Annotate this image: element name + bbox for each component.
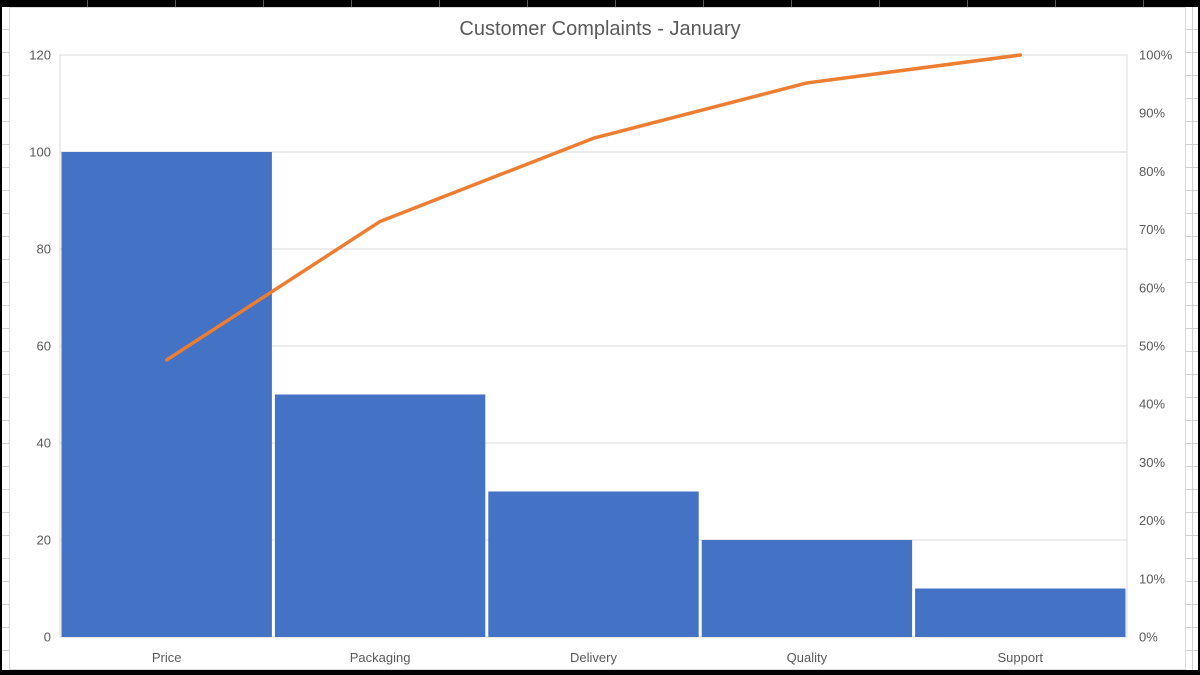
worksheet-edge-right [1186, 7, 1198, 670]
bar-packaging[interactable] [274, 394, 486, 638]
worksheet-edge-left [2, 7, 9, 670]
bar-delivery[interactable] [488, 491, 699, 638]
line-series[interactable] [164, 53, 1023, 362]
right-axis-tick-label: 0% [1139, 630, 1158, 645]
right-axis-tick-label: 10% [1139, 571, 1165, 586]
right-axis-tick-label: 100% [1139, 48, 1173, 63]
bar-price[interactable] [61, 152, 272, 637]
worksheet-edge-top [0, 0, 1200, 7]
left-axis-tick-label: 0 [44, 630, 51, 645]
right-axis-tick-label: 30% [1139, 455, 1165, 470]
axis-labels: 0 20 40 60 80 100 120 0% 10% 20% 30% 40% 50% 60% 70% 80… [29, 48, 1172, 666]
right-axis-tick-label: 90% [1139, 106, 1165, 121]
left-axis-tick-label: 60 [37, 339, 51, 354]
chart-canvas[interactable]: Customer Complaints - January 0 20 40 60 80 1… [9, 7, 1186, 670]
left-axis-tick-label: 20 [37, 533, 51, 548]
right-axis-tick-label: 70% [1139, 222, 1165, 237]
right-axis-tick-label: 40% [1139, 397, 1165, 412]
category-label-quality: Quality [787, 650, 828, 665]
left-axis-tick-label: 40 [37, 436, 51, 451]
chart-title: Customer Complaints - January [459, 18, 740, 40]
category-label-price: Price [152, 650, 182, 665]
bar-series[interactable] [61, 152, 1126, 638]
bar-support[interactable] [915, 588, 1126, 638]
cumulative-line[interactable] [164, 53, 1023, 362]
right-axis-tick-label: 80% [1139, 164, 1165, 179]
right-axis-tick-label: 60% [1139, 280, 1165, 295]
category-label-delivery: Delivery [570, 650, 617, 665]
right-axis-tick-label: 50% [1139, 339, 1165, 354]
bar-quality[interactable] [701, 540, 913, 637]
category-label-packaging: Packaging [350, 650, 411, 665]
worksheet-column-line [1192, 7, 1193, 670]
left-axis-tick-label: 80 [37, 242, 51, 257]
left-axis-tick-label: 120 [29, 48, 51, 63]
left-axis-tick-label: 100 [29, 145, 51, 160]
category-label-support: Support [998, 650, 1044, 665]
right-axis-tick-label: 20% [1139, 513, 1165, 528]
pareto-chart[interactable]: Customer Complaints - January 0 20 40 60 80 1… [9, 7, 1186, 670]
